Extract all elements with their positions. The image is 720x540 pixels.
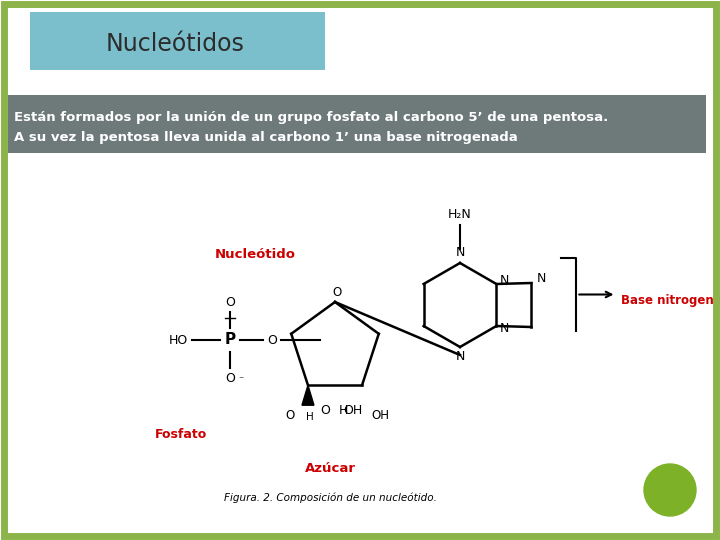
Text: OH: OH [371,409,389,422]
Text: O: O [267,334,277,347]
Text: ⁻: ⁻ [238,375,243,385]
Text: OH: OH [343,403,363,416]
Text: O: O [285,409,294,422]
Text: Figura. 2. Composición de un nucleótido.: Figura. 2. Composición de un nucleótido. [224,492,436,503]
Text: Nucleótido: Nucleótido [215,248,296,261]
Text: O: O [333,286,341,299]
Text: A su vez la pentosa lleva unida al carbono 1’ una base nitrogenada: A su vez la pentosa lleva unida al carbo… [14,132,518,145]
Text: O: O [225,372,235,384]
Text: N: N [455,246,464,260]
Text: N: N [455,350,464,363]
FancyBboxPatch shape [30,12,325,70]
Text: Están formados por la unión de un grupo fosfato al carbono 5’ de una pentosa.: Están formados por la unión de un grupo … [14,111,608,124]
FancyBboxPatch shape [8,95,706,153]
Text: P: P [225,333,235,348]
Text: Nucleótidos: Nucleótidos [106,32,244,56]
Text: Fosfato: Fosfato [155,429,207,442]
Text: N: N [536,273,546,286]
Text: Azúcar: Azúcar [305,462,356,475]
Circle shape [644,464,696,516]
Text: O: O [320,403,330,416]
Text: H₂N: H₂N [448,208,472,221]
Text: Base nitrogenada: Base nitrogenada [621,294,720,307]
Text: HO: HO [168,334,188,347]
Text: O: O [225,295,235,308]
Text: N: N [500,322,509,335]
Polygon shape [302,385,314,405]
Text: H: H [306,412,314,422]
Text: H: H [338,403,348,416]
Text: N: N [500,274,509,287]
